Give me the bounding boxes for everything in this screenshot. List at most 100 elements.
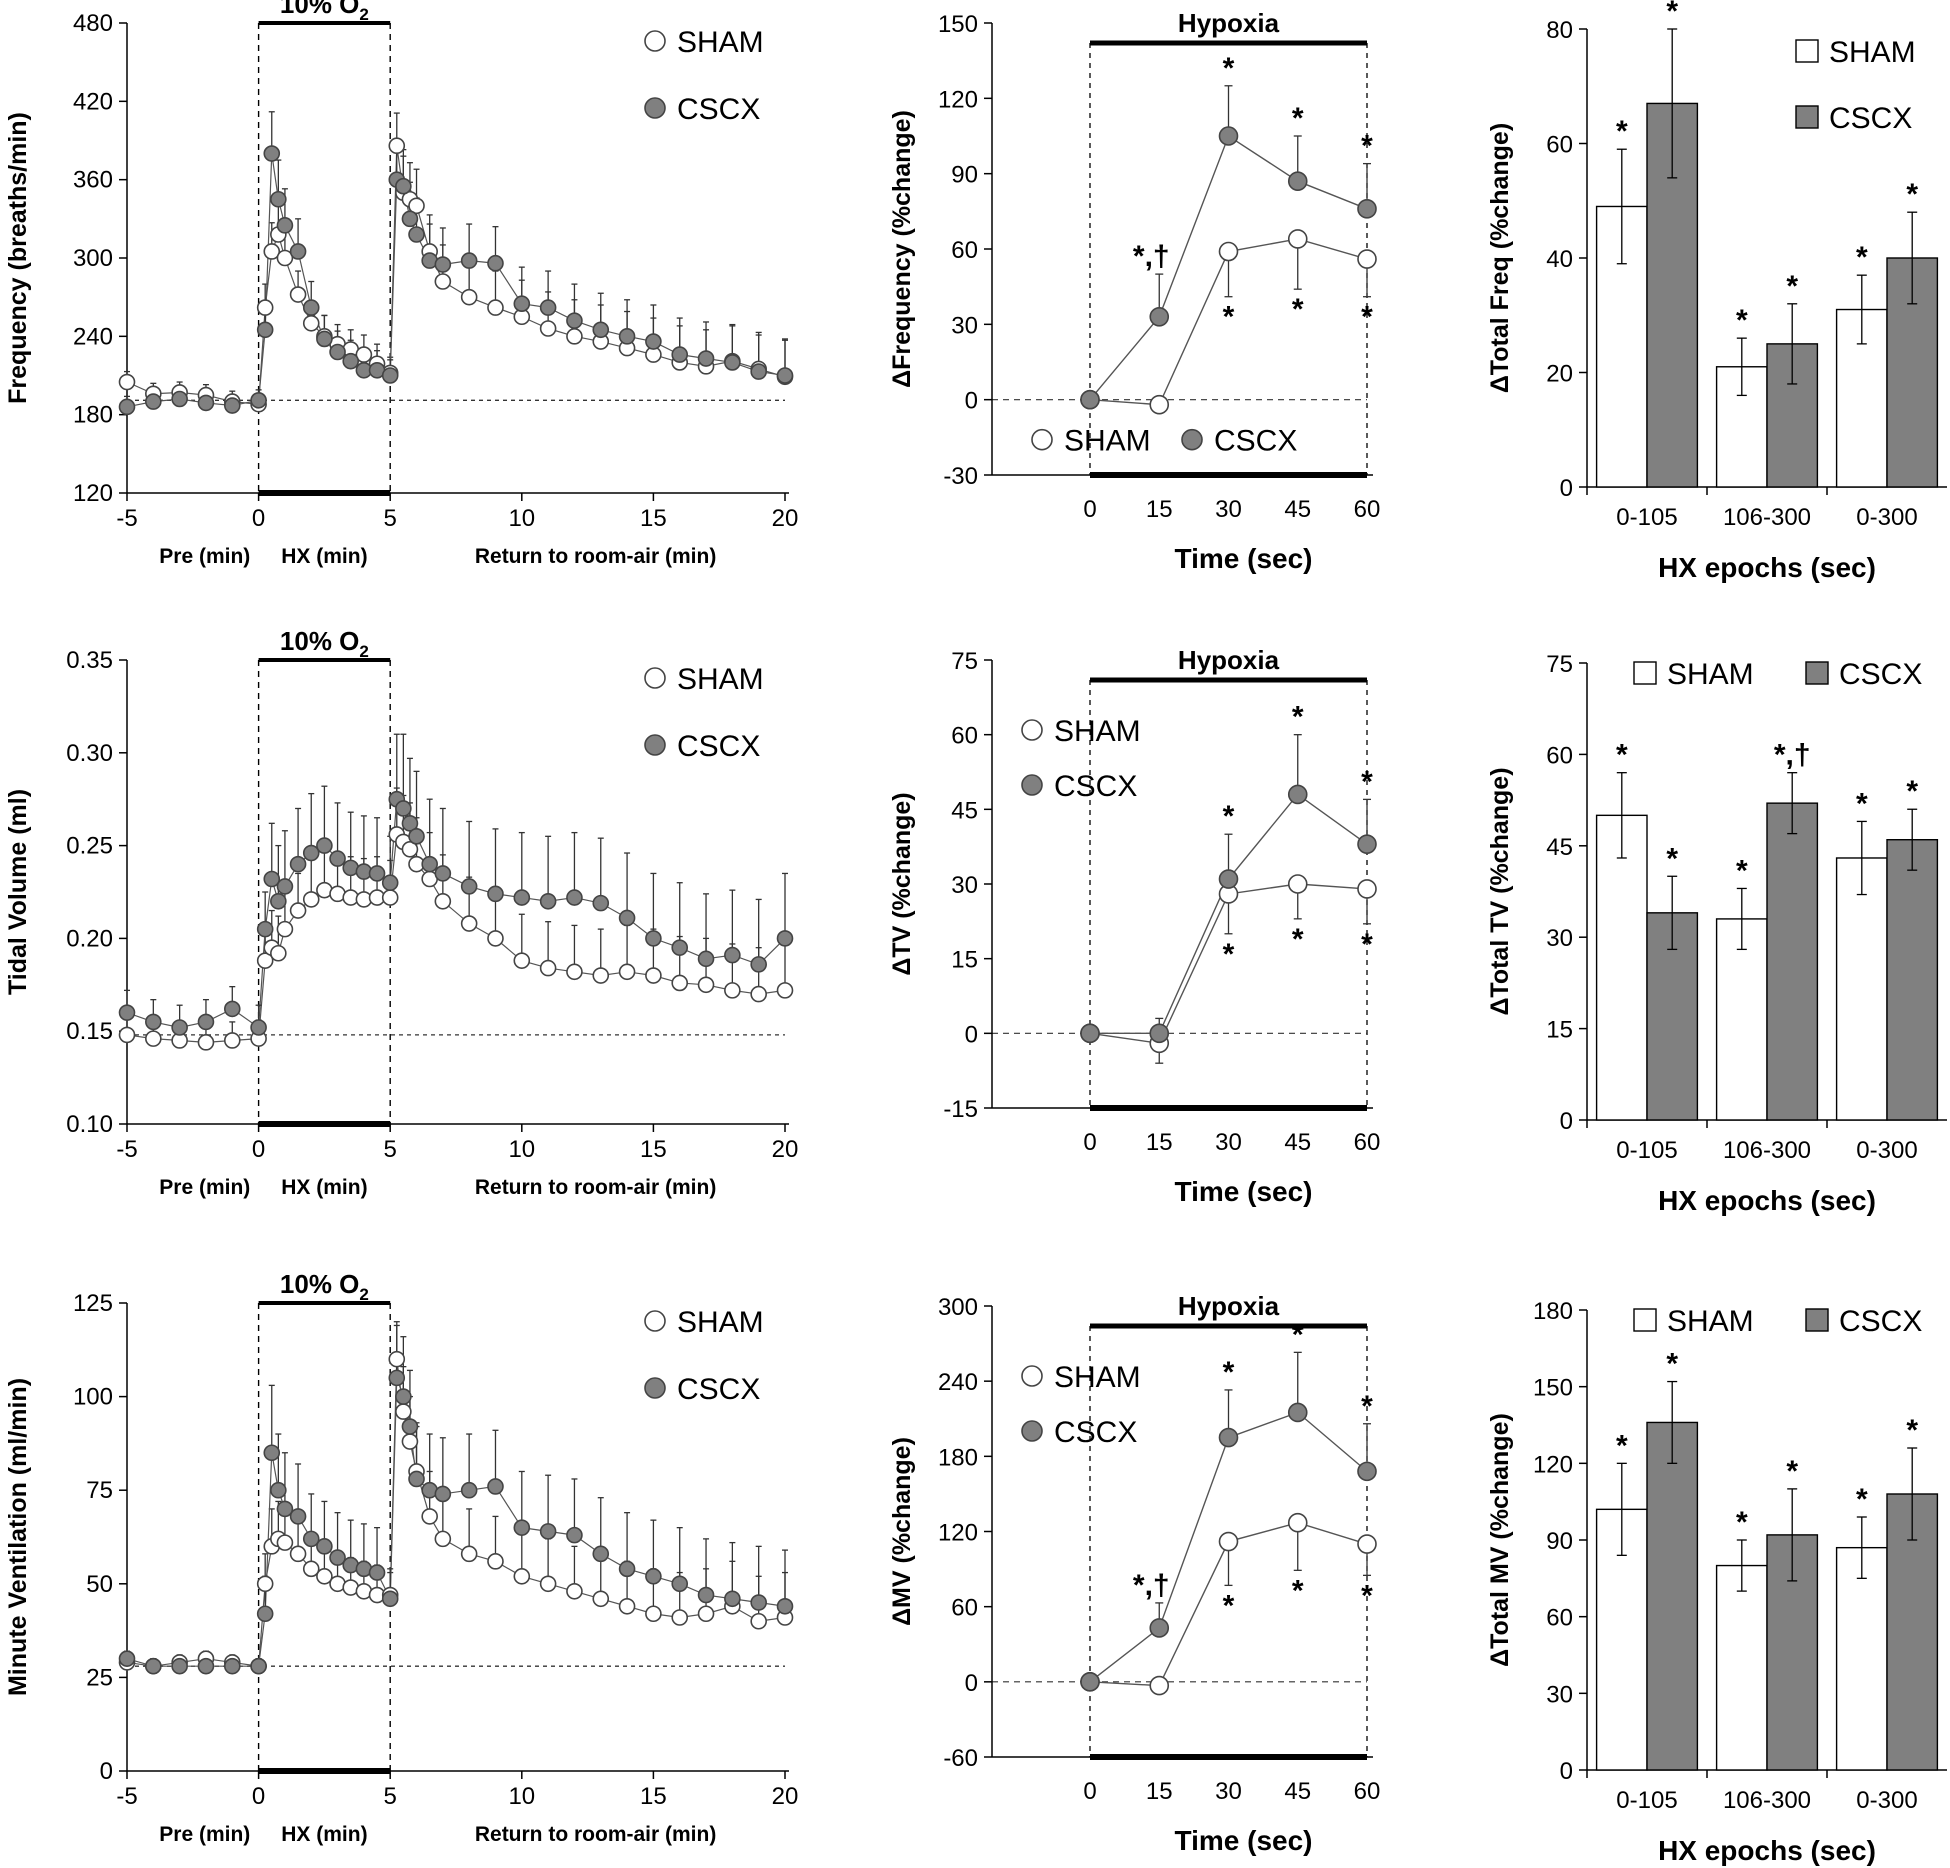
data-point — [644, 30, 666, 52]
data-point — [671, 1609, 689, 1626]
y-tick-label: 40 — [1546, 246, 1573, 273]
x-tick-label: 15 — [1146, 1129, 1173, 1156]
data-point — [145, 1030, 162, 1047]
data-point — [434, 865, 452, 882]
x-tick-label: 15 — [640, 1783, 667, 1810]
data-point — [302, 844, 320, 862]
data-point — [776, 367, 794, 384]
significance-mark: * — [1223, 52, 1235, 85]
data-point — [592, 1545, 610, 1563]
data-point — [276, 920, 294, 938]
data-point — [671, 1575, 689, 1593]
y-tick-label: 0.25 — [66, 833, 113, 860]
data-point — [513, 1519, 531, 1536]
legend-swatch — [1805, 661, 1829, 685]
chart-tv-delta: Hypoxia -15 0 15 30 45 60 75 0 15 30 45 60 Time (sec)… — [888, 645, 1380, 1207]
data-point — [776, 982, 794, 999]
significance-mark: * — [1361, 1579, 1373, 1612]
y-axis-label: Tidal Volume (ml) — [4, 789, 32, 995]
legend-label: SHAM — [1829, 36, 1916, 69]
data-point — [592, 1590, 610, 1608]
data-point — [645, 930, 662, 947]
data-point — [434, 1485, 452, 1503]
data-point — [644, 667, 666, 689]
significance-mark: * — [1292, 701, 1304, 734]
bar — [1595, 814, 1648, 1121]
legend-label: SHAM — [677, 26, 764, 59]
y-tick-label: 30 — [1546, 1681, 1573, 1708]
data-point — [460, 288, 478, 306]
data-point — [197, 1657, 215, 1675]
data-point — [401, 1433, 419, 1450]
data-point — [270, 892, 287, 910]
y-tick-label: 0 — [1560, 475, 1573, 502]
x-tick-label: 15 — [1146, 496, 1173, 523]
legend-label: SHAM — [1054, 715, 1141, 748]
data-point — [724, 1590, 741, 1608]
y-tick-label: 60 — [1546, 1605, 1573, 1632]
data-point — [118, 373, 136, 391]
data-point — [750, 363, 767, 380]
data-point — [270, 190, 287, 208]
data-point — [302, 891, 320, 908]
category-label: 0-300 — [1856, 1787, 1917, 1814]
x-tick-label: 5 — [384, 1136, 397, 1163]
chart-tv-epochs: 0 15 30 45 60 75 0-105 * * 106-300 * *,† 0-300 * * HX e… — [1486, 651, 1947, 1216]
data-point — [276, 878, 294, 895]
y-tick-label: 0 — [965, 388, 978, 415]
x-axis-label: Time (sec) — [1175, 1825, 1313, 1856]
phase-label-pre: Pre (min) — [159, 1176, 250, 1199]
data-point — [592, 321, 610, 339]
y-tick-label: 60 — [1546, 132, 1573, 159]
significance-mark: * — [1786, 1455, 1798, 1488]
legend-label: CSCX — [1054, 1416, 1137, 1449]
series-line — [126, 1377, 786, 1667]
category-label: 0-105 — [1616, 1787, 1677, 1814]
data-point — [1357, 249, 1377, 269]
legend-label: SHAM — [677, 663, 764, 696]
data-point — [1149, 394, 1170, 415]
data-point — [145, 1657, 162, 1675]
data-point — [118, 1650, 136, 1667]
data-point — [381, 874, 399, 892]
data-point — [566, 963, 583, 981]
x-tick-label: 60 — [1354, 496, 1381, 523]
data-point — [724, 354, 741, 371]
y-tick-label: 0 — [965, 1670, 978, 1697]
y-tick-label: 120 — [938, 86, 978, 113]
data-point — [316, 837, 333, 854]
x-tick-label: -5 — [116, 1783, 137, 1810]
x-tick-label: -5 — [116, 505, 137, 532]
x-tick-label: 20 — [772, 1783, 799, 1810]
y-tick-label: 360 — [73, 167, 113, 194]
y-tick-label: 60 — [1546, 742, 1573, 769]
data-point — [263, 243, 281, 260]
significance-mark: * — [1361, 928, 1373, 961]
x-tick-label: 45 — [1284, 1129, 1311, 1156]
data-point — [289, 1545, 307, 1563]
data-point — [1080, 1023, 1100, 1044]
data-point — [566, 889, 583, 906]
legend-label: SHAM — [1667, 658, 1754, 691]
significance-mark: * — [1292, 102, 1304, 135]
data-point — [145, 393, 162, 410]
x-tick-label: 45 — [1284, 496, 1311, 523]
data-point — [645, 1568, 662, 1585]
data-point — [618, 909, 636, 927]
chart-title: 10% O2 — [280, 1269, 369, 1304]
phase-label-hx: HX (min) — [281, 1823, 367, 1846]
data-point — [434, 1530, 452, 1548]
x-tick-label: 20 — [772, 1136, 799, 1163]
y-axis-label: ΔTotal TV (%change) — [1486, 767, 1514, 1015]
significance-mark: * — [1666, 1348, 1678, 1381]
data-point — [171, 1657, 188, 1675]
data-point — [421, 855, 438, 873]
data-point — [118, 1004, 136, 1021]
data-point — [513, 952, 531, 969]
data-point — [223, 1657, 241, 1675]
data-point — [539, 1575, 557, 1593]
y-tick-label: -60 — [943, 1745, 978, 1772]
data-point — [434, 273, 452, 290]
data-point — [1031, 428, 1053, 451]
